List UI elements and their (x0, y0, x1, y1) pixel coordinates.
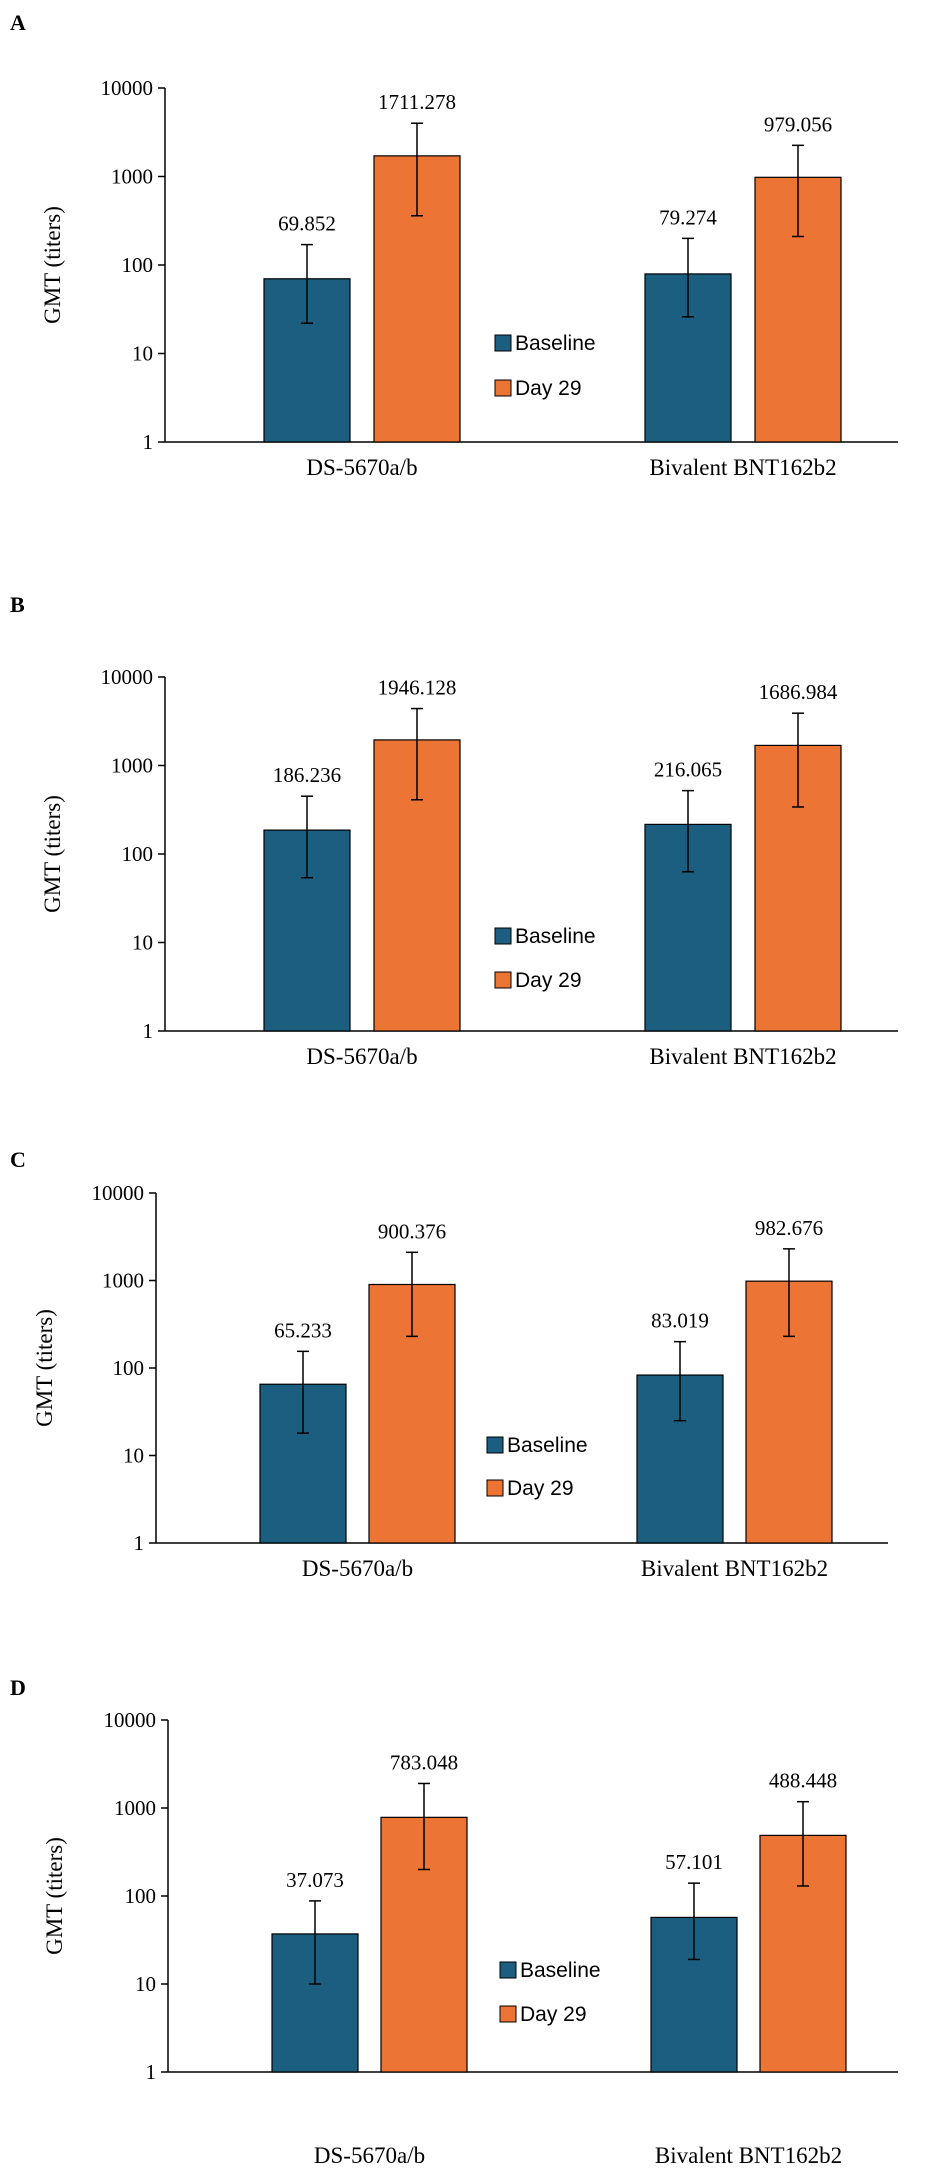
legend-swatch (499, 2005, 517, 2023)
y-tick-label: 10000 (92, 1181, 145, 1205)
legend-label: Baseline (515, 925, 596, 948)
legend-swatch (494, 334, 512, 352)
legend-label: Baseline (515, 332, 596, 355)
data-label: 216.065 (654, 758, 722, 782)
data-label: 488.448 (769, 1769, 837, 1793)
y-axis-title: GMT (titers) (42, 1837, 67, 1955)
panel-label: C (10, 1147, 26, 1172)
y-tick-label: 10000 (101, 76, 154, 100)
data-label: 783.048 (390, 1750, 458, 1774)
data-label: 79.274 (659, 205, 717, 229)
x-category-label: DS-5670a/b (314, 2143, 425, 2168)
data-label: 65.233 (274, 1318, 332, 1342)
y-axis-title: GMT (titers) (40, 795, 65, 913)
y-tick-label: 10 (123, 1444, 144, 1468)
x-category-label: DS-5670a/b (306, 455, 417, 480)
y-tick-label: 1000 (111, 165, 153, 189)
data-label: 83.019 (651, 1309, 709, 1333)
data-label: 1711.278 (378, 90, 456, 114)
data-label: 1686.984 (759, 680, 838, 704)
y-tick-label: 1 (143, 430, 154, 454)
data-label: 900.376 (378, 1219, 446, 1243)
panel-label: A (10, 10, 26, 35)
y-tick-label: 100 (113, 1356, 145, 1380)
legend-swatch (494, 971, 512, 989)
data-label: 979.056 (764, 112, 832, 136)
legend-label: Day 29 (520, 2003, 587, 2026)
y-tick-label: 1 (134, 1531, 145, 1555)
y-tick-label: 1000 (111, 754, 153, 778)
y-tick-label: 100 (122, 842, 154, 866)
data-label: 57.101 (665, 1850, 723, 1874)
x-category-label: DS-5670a/b (306, 1044, 417, 1069)
y-tick-label: 100 (125, 1884, 157, 1908)
chart-panel-b: B GMT (titers) 1 10 100 1000 10000 186.236 1946.… (10, 592, 898, 1069)
legend-label: Day 29 (515, 969, 582, 992)
y-axis-title: GMT (titers) (40, 206, 65, 324)
y-tick-label: 10 (132, 342, 153, 366)
chart-panel-c: C GMT (titers) 1 10 100 1000 10000 65.233 900.37… (10, 1147, 888, 1581)
legend-label: Day 29 (515, 377, 582, 400)
data-label: 1946.128 (378, 676, 457, 700)
legend-label: Day 29 (507, 1477, 574, 1500)
x-category-label: DS-5670a/b (302, 1556, 413, 1581)
x-category-label: Bivalent BNT162b2 (649, 455, 836, 480)
y-axis-title: GMT (titers) (32, 1309, 57, 1427)
legend-label: Baseline (520, 1959, 601, 1982)
y-tick-label: 100 (122, 253, 154, 277)
y-tick-label: 1 (146, 2060, 157, 2084)
chart-panel-d: D GMT (titers) 1 10 100 1000 10000 37.073 783.04… (10, 1675, 898, 2168)
y-tick-label: 10 (132, 931, 153, 955)
x-category-label: Bivalent BNT162b2 (655, 2143, 842, 2168)
legend-swatch (499, 1961, 517, 1979)
x-category-label: Bivalent BNT162b2 (649, 1044, 836, 1069)
y-tick-label: 1000 (102, 1269, 144, 1293)
data-label: 982.676 (755, 1216, 823, 1240)
legend-label: Baseline (507, 1434, 588, 1457)
chart-panel-a: A GMT (titers) 1 10 100 1000 10000 69.852 1711.2… (10, 10, 898, 480)
y-tick-label: 10000 (101, 665, 154, 689)
y-tick-label: 10000 (104, 1708, 157, 1732)
legend-swatch (494, 927, 512, 945)
data-label: 37.073 (286, 1868, 344, 1892)
x-category-label: Bivalent BNT162b2 (641, 1556, 828, 1581)
legend-swatch (494, 379, 512, 397)
y-tick-label: 1 (143, 1019, 154, 1043)
legend-swatch (486, 1436, 504, 1454)
data-label: 69.852 (278, 212, 336, 236)
panel-label: B (10, 592, 25, 617)
legend-swatch (486, 1479, 504, 1497)
y-tick-label: 1000 (114, 1796, 156, 1820)
y-tick-label: 10 (135, 1972, 156, 1996)
panel-label: D (10, 1675, 26, 1700)
data-label: 186.236 (273, 763, 341, 787)
